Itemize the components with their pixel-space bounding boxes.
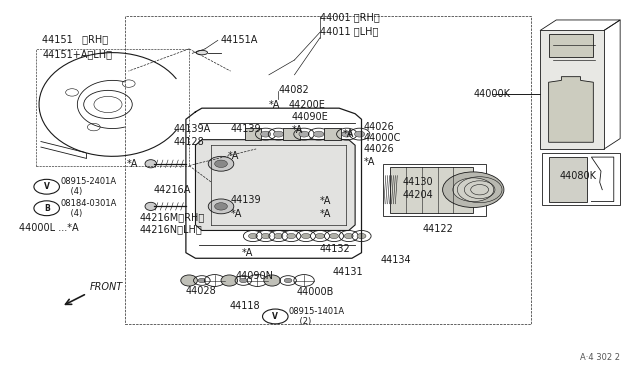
Ellipse shape — [221, 275, 237, 286]
Text: *A: *A — [227, 151, 239, 161]
Text: 44090E: 44090E — [291, 112, 328, 122]
Text: 44204: 44204 — [403, 190, 434, 200]
Circle shape — [198, 278, 205, 283]
Text: 08915-1401A
    (2): 08915-1401A (2) — [289, 307, 345, 326]
Polygon shape — [548, 77, 593, 142]
Text: A·4 302 2: A·4 302 2 — [580, 353, 620, 362]
Text: *A: *A — [342, 129, 354, 139]
Text: 44000L ...*A: 44000L ...*A — [19, 222, 78, 232]
Text: 44139: 44139 — [230, 124, 261, 134]
Text: 08184-0301A
    (4): 08184-0301A (4) — [60, 199, 116, 218]
Text: 44000B: 44000B — [296, 287, 333, 297]
Text: *A: *A — [230, 209, 242, 219]
Text: 44216N〈LH〉: 44216N〈LH〉 — [140, 224, 203, 234]
Circle shape — [274, 234, 283, 238]
Text: 44011 〈LH〉: 44011 〈LH〉 — [320, 26, 378, 36]
Text: 44128: 44128 — [173, 137, 204, 147]
Circle shape — [208, 199, 234, 214]
Circle shape — [301, 234, 310, 238]
Polygon shape — [195, 140, 355, 231]
Circle shape — [357, 234, 366, 238]
Circle shape — [330, 234, 339, 238]
Text: *A: *A — [320, 209, 332, 219]
Ellipse shape — [196, 50, 207, 55]
Text: V: V — [44, 182, 50, 191]
Bar — [244, 128, 261, 140]
Circle shape — [214, 160, 227, 167]
Circle shape — [342, 131, 352, 137]
Text: 44000K: 44000K — [473, 89, 510, 99]
Ellipse shape — [145, 202, 157, 211]
Text: 44139A: 44139A — [173, 124, 211, 134]
Bar — [324, 128, 341, 140]
Circle shape — [284, 278, 292, 283]
Bar — [283, 128, 300, 140]
Text: 44118: 44118 — [229, 301, 260, 311]
Text: 44151   〈RH〉: 44151 〈RH〉 — [42, 35, 108, 45]
Circle shape — [299, 131, 309, 137]
Text: *A: *A — [269, 100, 280, 110]
Text: 44130: 44130 — [403, 177, 434, 187]
Text: 44151A: 44151A — [221, 35, 259, 45]
Text: 08915-2401A
    (4): 08915-2401A (4) — [60, 177, 116, 196]
Text: *A: *A — [320, 196, 332, 206]
Circle shape — [261, 234, 270, 238]
Ellipse shape — [264, 275, 280, 286]
Circle shape — [344, 234, 353, 238]
Text: FRONT: FRONT — [90, 282, 124, 292]
Text: V: V — [273, 312, 278, 321]
Text: B: B — [44, 204, 49, 213]
Text: 44080K: 44080K — [559, 171, 596, 181]
Circle shape — [214, 203, 227, 210]
Polygon shape — [548, 34, 593, 57]
Circle shape — [314, 131, 324, 137]
Text: 44090N: 44090N — [236, 271, 274, 281]
Circle shape — [355, 131, 365, 137]
Polygon shape — [540, 31, 604, 149]
Circle shape — [453, 178, 493, 202]
Text: 44151+A〈LH〉: 44151+A〈LH〉 — [42, 49, 112, 60]
Circle shape — [208, 156, 234, 171]
Text: 44200E: 44200E — [288, 100, 325, 110]
Text: 44131: 44131 — [333, 267, 364, 277]
Circle shape — [443, 172, 504, 208]
Circle shape — [260, 131, 271, 137]
Text: *A: *A — [364, 157, 375, 167]
Circle shape — [239, 278, 247, 283]
Circle shape — [273, 131, 284, 137]
Circle shape — [248, 234, 257, 238]
Text: 44026: 44026 — [364, 144, 394, 154]
Text: 44001 〈RH〉: 44001 〈RH〉 — [320, 12, 380, 22]
Text: 44134: 44134 — [381, 255, 412, 265]
Text: *A: *A — [127, 159, 138, 169]
Text: 44132: 44132 — [320, 244, 351, 254]
Text: 44216A: 44216A — [154, 186, 191, 195]
Text: 44082: 44082 — [278, 85, 309, 94]
Text: 44028: 44028 — [186, 286, 217, 295]
Text: *A: *A — [242, 248, 253, 259]
Text: 44122: 44122 — [422, 224, 453, 234]
Bar — [548, 157, 587, 202]
Text: 44139: 44139 — [230, 195, 261, 205]
Circle shape — [316, 234, 324, 238]
Text: *A: *A — [291, 125, 303, 135]
Ellipse shape — [180, 275, 197, 286]
Circle shape — [287, 234, 296, 238]
Text: 44000C: 44000C — [364, 133, 401, 143]
Text: 44026: 44026 — [364, 122, 394, 132]
Bar — [390, 167, 473, 213]
Ellipse shape — [145, 160, 157, 168]
Text: 44216M〈RH〉: 44216M〈RH〉 — [140, 212, 205, 222]
